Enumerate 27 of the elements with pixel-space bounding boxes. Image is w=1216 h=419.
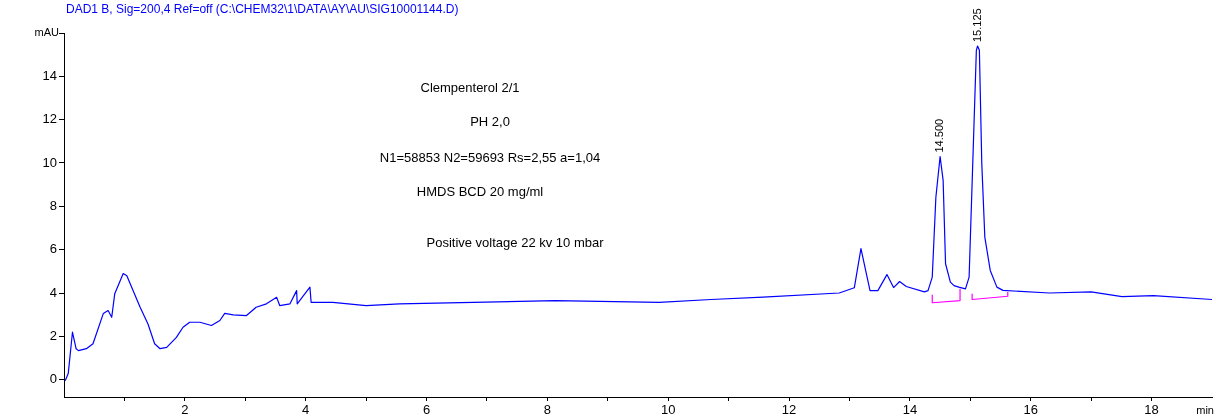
x-tick-label: 10 [660, 402, 676, 418]
y-tick-label: 14 [42, 67, 57, 83]
x-tick-label: 2 [181, 402, 189, 418]
y-tick-label: 12 [42, 111, 57, 127]
annotation: Clempenterol 2/1 [420, 79, 520, 95]
x-tick-label: 8 [543, 402, 551, 418]
x-tick-label: 16 [1023, 402, 1038, 418]
annotation: Positive voltage 22 kv 10 mbar [426, 234, 605, 250]
x-tick-label: 14 [902, 402, 918, 418]
y-tick-label: 10 [42, 154, 57, 170]
y-tick-label: 0 [49, 371, 57, 387]
x-axis-title: min [1196, 404, 1214, 417]
x-tick-label: 12 [781, 402, 797, 418]
y-axis-title: mAU [34, 26, 60, 39]
annotation: 15.125 [970, 8, 983, 42]
y-tick-label: 2 [49, 327, 57, 343]
annotation: N1=58853 N2=59693 Rs=2,55 a=1,04 [379, 149, 601, 165]
annotation: HMDS BCD 20 mg/ml [416, 183, 544, 199]
x-tick-label: 4 [302, 402, 310, 418]
annotation: PH 2,0 [470, 113, 510, 129]
x-tick-label: 18 [1144, 402, 1159, 418]
y-tick-label: 6 [49, 241, 57, 257]
annotation: 14.500 [933, 118, 946, 153]
chart-title: DAD1 B, Sig=200,4 Ref=off (C:\CHEM32\1\DATA\AY\AU\SIG10001144.D) [66, 2, 459, 17]
x-tick-label: 6 [422, 402, 431, 418]
y-tick-label: 8 [49, 197, 57, 213]
y-tick-label: 4 [49, 284, 57, 300]
